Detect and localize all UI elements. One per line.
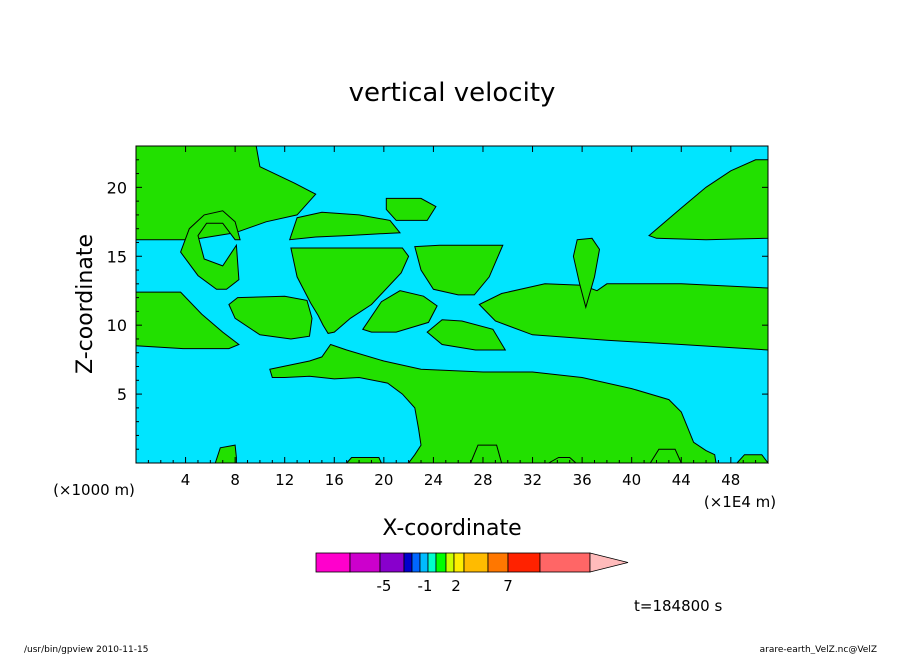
colorbar-segment <box>539 552 591 573</box>
x-unit-left: (×1000 m) <box>53 481 135 499</box>
x-tick-label: 40 <box>622 471 641 489</box>
colorbar-segment <box>435 552 447 573</box>
colorbar-segment <box>379 552 405 573</box>
plot-frame <box>135 145 769 464</box>
colorbar-segment <box>411 552 421 573</box>
x-tick-label: 8 <box>230 471 240 489</box>
contour-region-4 <box>228 295 313 340</box>
contour-region-13 <box>648 159 769 241</box>
colorbar-label: -1 <box>418 577 433 595</box>
contour-region-2 <box>180 210 241 290</box>
y-axis-label: Z-coordinate <box>73 234 98 374</box>
colorbar-labels: -5 -1 2 7 <box>377 577 513 595</box>
colorbar-segment <box>507 552 541 573</box>
x-tick-label: 24 <box>424 471 443 489</box>
x-tick-label: 32 <box>523 471 542 489</box>
colorbar-segment <box>487 552 509 573</box>
y-tick-label: 5 <box>117 385 127 404</box>
x-tick-label: 12 <box>275 471 294 489</box>
x-tick-label: 44 <box>672 471 691 489</box>
colorbar-segment <box>445 552 455 573</box>
plot-area <box>135 145 769 464</box>
x-tick-label: 4 <box>181 471 191 489</box>
footer-right: arare-earth_VelZ.nc@VelZ <box>760 645 877 654</box>
contour-region-6 <box>385 197 437 221</box>
x-tick-label: 36 <box>573 471 592 489</box>
contour-region-12 <box>572 237 601 310</box>
chart-title: vertical velocity <box>349 78 556 108</box>
colorbar-segment <box>427 552 437 573</box>
x-tick-label: 28 <box>473 471 492 489</box>
colorbar-segment <box>315 552 351 573</box>
contour-region-7 <box>290 247 410 334</box>
footer-left: /usr/bin/gpview 2010-11-15 <box>24 645 148 654</box>
y-tick-label: 10 <box>107 316 127 335</box>
contour-region-11 <box>478 283 769 351</box>
contour-region-10 <box>426 319 507 351</box>
contour-region-8 <box>362 290 438 333</box>
y-tick-label: 15 <box>107 247 127 266</box>
x-axis-ticks: 4 8 12 16 20 24 28 32 36 40 44 48 <box>147 146 757 489</box>
colorbar-label: 2 <box>451 577 461 595</box>
colorbar-label: 7 <box>503 577 513 595</box>
x-tick-label: 16 <box>325 471 344 489</box>
colorbar-segment <box>453 552 465 573</box>
colorbar <box>315 552 629 573</box>
y-tick-label: 20 <box>107 178 127 197</box>
time-label: t=184800 s <box>634 597 722 615</box>
contour-regions <box>135 145 769 464</box>
colorbar-label: -5 <box>377 577 392 595</box>
x-axis-label: X-coordinate <box>382 516 521 541</box>
x-tick-label: 48 <box>721 471 740 489</box>
contour-region-14 <box>269 343 717 464</box>
x-unit-right: (×1E4 m) <box>704 493 776 511</box>
contour-region-16 <box>345 457 383 464</box>
x-tick-label: 20 <box>374 471 393 489</box>
colorbar-segment <box>349 552 381 573</box>
y-axis-ticks: 5 10 15 20 <box>107 159 768 450</box>
colorbar-segment <box>403 552 413 573</box>
contour-region-3 <box>135 291 240 350</box>
contour-region-1 <box>135 145 317 241</box>
colorbar-arrow <box>589 552 629 573</box>
colorbar-segment <box>463 552 489 573</box>
colorbar-segment <box>419 552 429 573</box>
contour-region-5 <box>288 211 402 241</box>
contour-region-9 <box>414 244 504 296</box>
